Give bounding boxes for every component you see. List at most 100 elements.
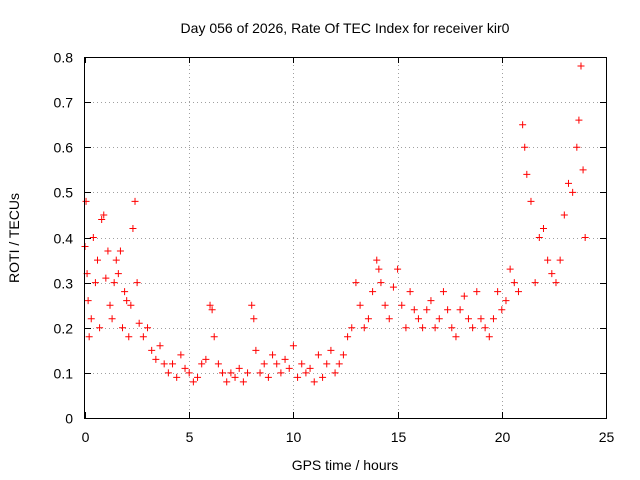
y-tick-label: 0.7 [54,95,74,111]
roti-point [208,306,216,314]
roti-point [100,211,108,219]
roti-point [539,224,547,232]
x-tick-label: 5 [186,429,194,445]
roti-point [381,301,389,309]
roti-point [169,360,177,368]
roti-point [310,378,318,386]
roti-point [139,333,147,341]
roti-point [298,360,306,368]
roti-point [489,315,497,323]
roti-point [235,364,243,372]
roti-point [469,324,477,332]
roti-point [281,355,289,363]
roti-point [521,143,529,151]
roti-point [85,333,93,341]
roti-point [389,283,397,291]
roti-point [214,360,222,368]
roti-point [98,215,106,223]
roti-point [104,247,112,255]
roti-point [556,256,564,264]
roti-point [519,121,527,129]
roti-point [119,324,127,332]
data-points [81,62,589,386]
roti-point [573,143,581,151]
roti-point [129,224,137,232]
roti-point [448,324,456,332]
roti-point [327,346,335,354]
roti-point [108,315,116,323]
roti-point [435,315,443,323]
roti-point [444,306,452,314]
y-tick-labels: 0 0.1 0.2 0.3 0.4 0.5 0.6 0.7 0.8 [54,50,74,427]
roti-point [579,166,587,174]
roti-point [439,288,447,296]
roti-point [131,197,139,205]
roti-point [544,256,552,264]
roti-point [302,369,310,377]
roti-point [102,274,110,282]
roti-point [323,360,331,368]
roti-point [114,270,122,278]
roti-point [369,288,377,296]
roti-point [581,234,589,241]
roti-point [87,315,95,323]
x-tick-label: 15 [391,429,407,445]
roti-point [394,265,402,273]
roti-point [373,256,381,264]
roti-point [185,369,193,377]
x-tick-label: 25 [599,429,615,445]
roti-point [252,346,260,354]
roti-point [173,373,181,381]
roti-point [294,373,302,381]
roti-point [377,279,385,287]
x-tick-label: 20 [495,429,511,445]
x-tick-label: 0 [82,429,90,445]
x-tick-label: 10 [286,429,302,445]
roti-point [112,256,120,264]
roti-point [227,369,235,377]
roti-point [219,369,227,377]
roti-point [123,297,131,305]
roti-point [402,324,410,332]
roti-point [560,211,568,219]
roti-point [514,288,522,296]
roti-point [339,351,347,359]
y-tick-label: 0.8 [54,50,74,66]
x-tick-labels: 0 5 10 15 20 25 [82,429,615,445]
roti-point [152,355,160,363]
roti-point [256,369,264,377]
roti-point [106,301,114,309]
roti-point [314,351,322,359]
roti-point [116,247,124,255]
roti-point [431,324,439,332]
roti-point [306,364,314,372]
roti-point [352,279,360,287]
roti-point [144,324,152,332]
roti-point [231,373,239,381]
roti-point [406,288,414,296]
roti-point [89,234,97,241]
roti-point [473,288,481,296]
roti-point [548,270,556,278]
y-tick-label: 0.6 [54,140,74,156]
roti-point [423,306,431,314]
roti-point [156,342,164,350]
roti-point [364,315,372,323]
roti-point [202,355,210,363]
plot-frame [84,57,607,419]
roti-point [269,351,277,359]
roti-point [452,333,460,341]
roti-point [135,319,143,327]
roti-point [419,324,427,332]
roti-point [206,301,214,309]
roti-point [410,306,418,314]
roti-point [456,306,464,314]
roti-point [385,315,393,323]
roti-point [177,351,185,359]
roti-point [91,279,99,287]
roti-point [464,315,472,323]
roti-point [260,360,268,368]
chart-title: Day 056 of 2026, Rate Of TEC Index for r… [181,20,510,36]
roti-point [502,297,510,305]
roti-point [485,333,493,341]
